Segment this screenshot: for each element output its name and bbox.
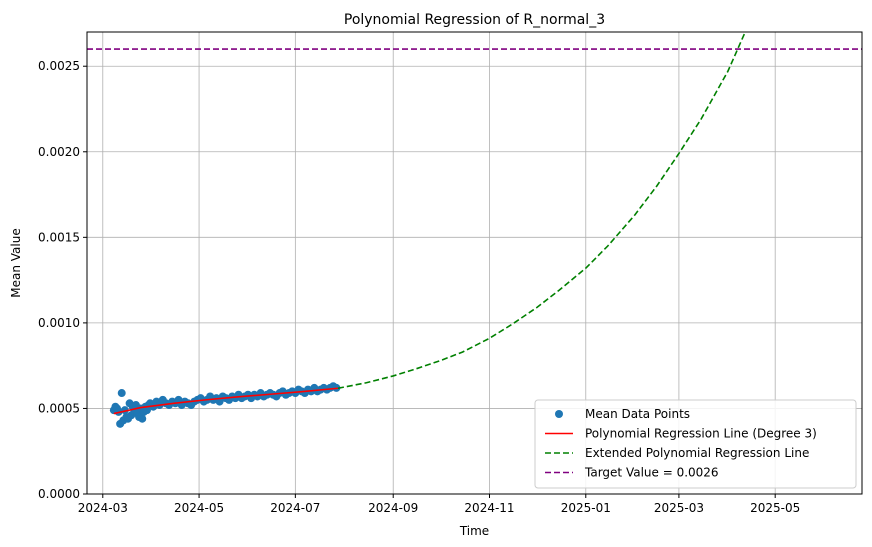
data-point [117,389,126,398]
x-tick-label: 2025-03 [654,501,704,515]
plot-frame [86,31,863,495]
x-tick-label: 2025-05 [750,501,800,515]
legend-label: Target Value = 0.0026 [584,466,719,480]
y-tick-label: 0.0005 [38,401,80,415]
x-tick-label: 2024-03 [78,501,128,515]
x-tick-label: 2024-07 [270,501,320,515]
legend-box [534,399,857,489]
extended-regression-line [337,32,746,390]
x-tick-label: 2025-01 [561,501,611,515]
chart-title: Polynomial Regression of R_normal_3 [344,12,605,28]
y-tick-label: 0.0020 [38,145,80,159]
legend-label: Mean Data Points [585,407,690,421]
x-tick-label: 2024-05 [174,501,224,515]
y-tick-label: 0.0000 [38,487,80,501]
axis-ticks: 2024-03 2024-05 2024-07 2024-09 2024-11 2025-… [38,59,800,515]
plot-area [87,32,862,428]
legend-label: Extended Polynomial Regression Line [585,446,809,460]
y-tick-label: 0.0015 [38,230,80,244]
legend-marker [555,410,563,418]
legend: Mean Data Points Polynomial Regression Li… [534,399,857,489]
y-tick-label: 0.0025 [38,59,80,73]
x-tick-label: 2024-09 [368,501,418,515]
legend-label: Polynomial Regression Line (Degree 3) [585,427,817,441]
data-point [138,414,147,423]
y-tick-label: 0.0010 [38,316,80,330]
x-axis-label: Time [459,524,489,538]
x-tick-label: 2024-11 [464,501,514,515]
y-axis-label: Mean Value [9,228,23,297]
regression-line [113,387,339,415]
